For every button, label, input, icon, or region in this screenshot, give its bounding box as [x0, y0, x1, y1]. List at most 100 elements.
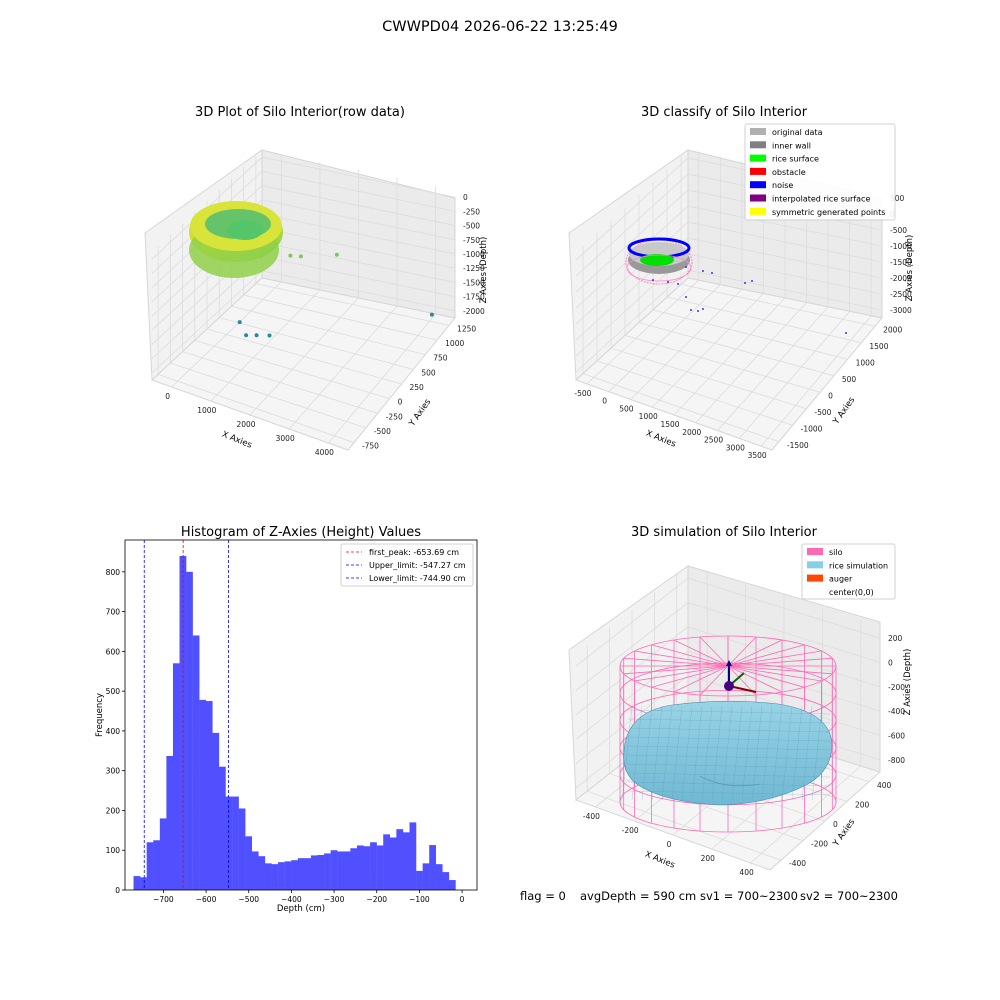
histogram-bar — [337, 851, 344, 890]
histogram-xtick-label: −700 — [153, 895, 174, 904]
histogram-bar — [238, 808, 246, 890]
classify-legend-label: inner wall — [772, 141, 811, 150]
footer-sv1: sv1 = 700~2300 — [700, 889, 798, 903]
histogram-bar — [370, 842, 377, 890]
sim-silo-spoke — [727, 665, 833, 675]
raw-outlier-point — [244, 333, 249, 338]
histogram-axes-frame — [124, 539, 478, 891]
sim-silo-spoke — [623, 665, 729, 675]
classify-floor-grid-y — [652, 309, 848, 360]
raw-floor-grid-y — [219, 317, 414, 370]
histogram-bar — [330, 850, 338, 890]
sim-left-grid-z — [575, 602, 689, 691]
classify-xtick-label: 3000 — [726, 443, 745, 452]
classify-noise-point — [652, 279, 654, 281]
histogram-ytick-label: 700 — [106, 608, 121, 617]
raw-floor-grid-y — [157, 373, 355, 444]
histogram-bar — [297, 858, 305, 890]
raw-tick-labels: 0 1000 2000 3000 4000 -750 -500 -250 0 250 500 750 1… — [165, 193, 485, 457]
sim-silo-spoke — [727, 657, 833, 667]
raw-ylabel: Y Axies — [407, 397, 434, 429]
classify-noise-point — [702, 270, 704, 272]
classify-interp-ring-2 — [626, 254, 692, 282]
classify-floor-grid-x — [739, 311, 850, 439]
raw-back-grid-z — [261, 156, 456, 198]
raw-back-grid-z — [261, 213, 456, 255]
classify-floor-grid-x — [651, 293, 764, 408]
panel-histogram: Histogram of Z-Axies (Height) Values −70… — [95, 525, 478, 914]
classify-back-grid-z — [687, 253, 883, 295]
sim-silo-spoke — [673, 639, 729, 667]
sim-rice-mesh-line — [801, 705, 813, 801]
classify-ytick-label: -1500 — [787, 441, 809, 450]
sim-rice-mesh-line — [681, 705, 693, 801]
histogram-bar — [350, 848, 358, 890]
histogram-yticks: 0 100 200 300 400 500 600 700 800 — [106, 568, 125, 895]
histogram-bar — [172, 663, 180, 890]
classify-ytick-label: 2000 — [883, 325, 902, 334]
histogram-bar — [225, 796, 233, 890]
raw-outlier-point — [298, 254, 303, 259]
raw-floor-grid-y — [243, 294, 438, 341]
simulation-3d-title: 3D simulation of Silo Interior — [631, 525, 818, 540]
footer-flag: flag = 0 — [520, 889, 566, 903]
classify-xtick-label: -500 — [574, 389, 591, 398]
histogram-bar — [153, 840, 161, 890]
sim-xlabel: X Axies — [643, 850, 676, 871]
histogram-bar — [402, 832, 410, 890]
sim-rice-mesh — [621, 705, 831, 801]
raw-ztick-label: 0 — [463, 193, 468, 202]
sim-rice-mesh-line — [701, 705, 713, 801]
sim-rice-mesh-line — [621, 705, 633, 801]
classify-xtick-label: 3500 — [748, 451, 767, 460]
histogram-bar — [416, 870, 423, 890]
histogram-bar — [442, 872, 450, 890]
sim-left-grid-z — [575, 675, 689, 764]
sim-rice-mesh-line — [627, 727, 831, 733]
raw-outlier-point — [254, 333, 259, 338]
histogram-bar — [166, 755, 174, 890]
classify-legend-swatch — [750, 154, 766, 162]
classify-ztick-label: -1000 — [890, 242, 912, 251]
raw-back-grid-z — [261, 227, 456, 269]
histogram-bar — [324, 853, 331, 890]
sim-xtick-label: 0 — [667, 840, 672, 849]
sim-center-marker — [724, 681, 734, 691]
sim-ytick-label: 400 — [877, 781, 892, 790]
sim-left-grid-z — [575, 577, 689, 667]
histogram-bar — [396, 829, 404, 890]
classify-xtick-label: 1000 — [639, 412, 658, 421]
sim-legend-swatch — [807, 561, 823, 569]
classify-ytick-label: 500 — [842, 375, 857, 384]
sim-xtick-label: 200 — [701, 854, 716, 863]
sim-silo-spoke — [727, 636, 757, 667]
histogram-bar — [271, 864, 279, 890]
sim-rice-mesh-line — [691, 705, 703, 801]
classify-floor-grid-y — [596, 360, 793, 426]
histogram-ytick-label: 400 — [106, 727, 121, 736]
sim-legend-box — [801, 543, 896, 600]
sim-ztick-label: -400 — [888, 707, 905, 716]
classify-left-grid-z — [575, 173, 689, 277]
sim-rice-mesh-line — [731, 705, 743, 801]
histogram-xtick-label: −100 — [409, 895, 430, 904]
raw-floor-grid-y — [206, 328, 402, 385]
sim-silo-spoke — [699, 636, 729, 667]
histogram-bar — [376, 845, 384, 890]
raw-ztick-label: -500 — [463, 222, 480, 231]
classify-floor-grid-x — [760, 315, 872, 447]
sim-left-grid-z — [575, 626, 689, 716]
histogram-bar — [304, 858, 312, 890]
classify-grid — [575, 152, 883, 447]
raw-xtick-label: 4000 — [315, 448, 334, 457]
histogram-bars — [133, 555, 456, 890]
sim-legend-swatch — [807, 574, 823, 582]
histogram-ytick-label: 600 — [106, 647, 121, 656]
sim-legend-label: center(0,0) — [829, 588, 874, 597]
raw-ztick-label: -1750 — [463, 293, 485, 302]
histogram-xtick-label: −600 — [196, 895, 217, 904]
classify-floor-grid-x — [630, 288, 743, 400]
classify-back-grid-z — [687, 221, 883, 263]
histogram-bar — [212, 732, 220, 890]
classify-xtick-label: 2000 — [682, 428, 701, 437]
